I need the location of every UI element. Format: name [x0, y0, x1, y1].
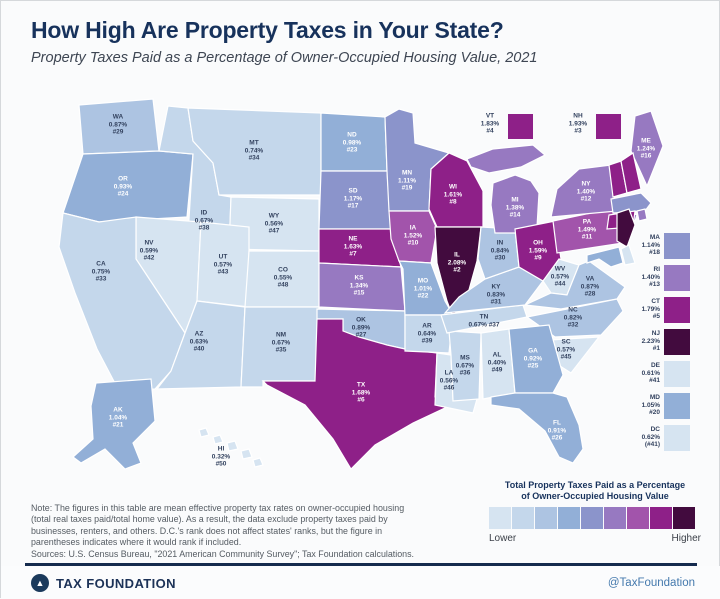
state-shape-ND: [320, 112, 388, 172]
state-shape-HI: [240, 448, 253, 460]
state-shape-HI: [198, 427, 210, 438]
state-shape-GA: [508, 324, 564, 394]
legend-swatch-8: [650, 507, 672, 529]
legend-gradient: [489, 507, 701, 529]
map-legend: Total Property Taxes Paid as a Percentag…: [489, 480, 701, 544]
page-subtitle: Property Taxes Paid as a Percentage of O…: [31, 50, 538, 66]
state-shape-MS: [448, 330, 482, 402]
note-line: (total real taxes paid/total home value)…: [31, 514, 388, 525]
legend-lower-label: Lower: [489, 533, 517, 544]
brand: ▲ TAX FOUNDATION: [31, 574, 176, 592]
state-shape-ME: [630, 110, 664, 188]
footer: ▲ TAX FOUNDATION @TaxFoundation: [1, 566, 720, 599]
state-shape-AK: [72, 378, 156, 470]
state-shape-TX: [261, 318, 449, 470]
state-shape-HI: [226, 440, 239, 452]
legend-swatch-7: [627, 507, 649, 529]
header: How High Are Property Taxes in Your Stat…: [31, 17, 691, 66]
state-shape-CO: [244, 250, 320, 308]
state-shape-MI: [466, 144, 547, 174]
state-shape-HI: [212, 434, 224, 445]
legend-swatch-3: [535, 507, 557, 529]
twitter-handle[interactable]: @TaxFoundation: [607, 577, 695, 589]
state-shape-RI: [636, 208, 648, 222]
note-line: parentheses indicates where it would ran…: [31, 537, 242, 548]
footnote: Note: The figures in this table are mean…: [31, 503, 483, 560]
legend-swatch-4: [558, 507, 580, 529]
state-shape-SD: [318, 170, 392, 230]
state-shape-NH: [620, 152, 642, 194]
legend-higher-label: Higher: [671, 533, 701, 544]
state-shape-HI: [252, 457, 264, 468]
footer-divider: [25, 563, 697, 566]
legend-end-labels: Lower Higher: [489, 533, 701, 544]
state-shape-WI: [428, 152, 484, 228]
state-shape-WA: [78, 98, 160, 155]
brand-name: TAX FOUNDATION: [56, 575, 176, 591]
legend-swatch-2: [512, 507, 534, 529]
legend-swatch-5: [581, 507, 603, 529]
state-shape-MI: [490, 174, 540, 234]
legend-swatch-9: [673, 507, 695, 529]
state-shape-MA: [610, 192, 652, 214]
sources-line: Sources: U.S. Census Bureau, "2021 Ameri…: [31, 548, 415, 559]
state-shape-OR: [62, 150, 194, 223]
state-shape-FL: [490, 392, 584, 464]
state-shape-DE: [620, 244, 636, 266]
tax-foundation-logo-icon: ▲: [31, 574, 49, 592]
page-title: How High Are Property Taxes in Your Stat…: [31, 17, 504, 43]
legend-title: Total Property Taxes Paid as a Percentag…: [504, 480, 686, 501]
note-line: Note: The figures in this table are mean…: [31, 503, 405, 513]
state-shape-CA: [58, 212, 186, 392]
state-shape-KS: [318, 262, 406, 312]
state-shape-NE: [318, 228, 402, 268]
note-line: businesses, renters, and others. D.C.'s …: [31, 525, 383, 536]
state-shape-MD: [586, 246, 624, 268]
state-shape-UT: [196, 221, 250, 308]
state-shape-NM: [240, 306, 320, 388]
state-shape-AR: [404, 314, 454, 354]
legend-swatch-6: [604, 507, 626, 529]
state-shape-NJ: [616, 208, 636, 248]
legend-swatch-1: [489, 507, 511, 529]
